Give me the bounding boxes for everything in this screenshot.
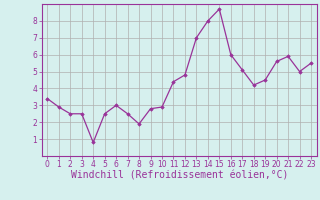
X-axis label: Windchill (Refroidissement éolien,°C): Windchill (Refroidissement éolien,°C): [70, 171, 288, 181]
